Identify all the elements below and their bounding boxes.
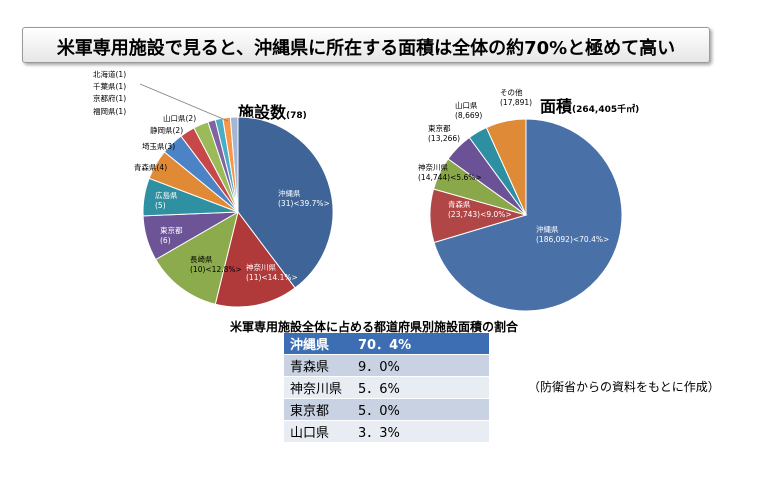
pie1-slice [214, 210, 296, 308]
pie1-slice-label: 神奈川県(11)<14.1%> [246, 262, 298, 282]
pref-cell: 東京都 [284, 398, 352, 421]
value-cell: 3．3% [352, 420, 489, 443]
pie1-slice [237, 116, 334, 289]
pie2-slice-label: その他(17,891) [500, 87, 532, 107]
pie2-slice [433, 118, 623, 312]
table-row: 東京都 5．0% [284, 398, 489, 421]
table-row: 山口県 3．3% [284, 420, 489, 443]
title-banner: 米軍専用施設で見ると、沖縄県に所在する面積は全体の約70%と極めて高い [22, 27, 710, 63]
table-caption: 米軍専用施設全体に占める都道府県別施設面積の割合 [230, 320, 519, 334]
pie2-slice-label: 東京都(13,266) [428, 123, 460, 143]
pref-cell: 青森県 [284, 354, 352, 377]
value-cell: 5．6% [352, 376, 489, 399]
pie1-subtitle: (78) [286, 111, 307, 121]
pref-cell: 沖縄県 [284, 333, 352, 355]
pie1-slice-label: 広島県(5) [155, 190, 178, 210]
pie1-slice-label: 東京都(6) [160, 225, 183, 245]
pie2-subtitle: (264,405千㎡) [572, 105, 640, 115]
pie1-slice-label: 福岡県(1) [93, 107, 126, 116]
pref-cell: 神奈川県 [284, 376, 352, 399]
pie1-slice-label: 千葉県(1) [93, 81, 126, 91]
pie2-title: 面積(264,405千㎡) [540, 93, 639, 117]
pie1-slice [155, 210, 239, 305]
small-slices-leader-line [139, 83, 229, 122]
pref-cell: 山口県 [284, 420, 352, 443]
table-row: 神奈川県 5．6% [284, 376, 489, 399]
share-table: 沖縄県 70．4% 青森県 9．0% 神奈川県 5．6% 東京都 5．0% 山口… [284, 333, 489, 443]
pie2-slice [485, 118, 527, 216]
pie1-slice-label: 山口県(2) [163, 113, 196, 123]
pie1-slice-label: 京都府(1) [93, 93, 126, 103]
table-row: 青森県 9．0% [284, 354, 489, 377]
value-cell: 9．0% [352, 354, 489, 377]
pie1-slice-label: 静岡県(2) [150, 125, 183, 135]
pie1-slice-label: 長崎県(10)<12.8%> [190, 254, 242, 274]
value-cell: 70．4% [352, 333, 489, 355]
source-note: （防衛省からの資料をもとに作成） [528, 380, 720, 394]
pie2-slice-label: 山口県(8,669) [455, 100, 482, 120]
pie1-slice-label: 埼玉県(3) [142, 141, 175, 151]
value-cell: 5．0% [352, 398, 489, 421]
pie2-title-text: 面積 [540, 97, 573, 116]
pie1-slice-label: 沖縄県(31)<39.7%> [278, 188, 330, 208]
pie2-slice-label: 沖縄県(186,092)<70.4%> [536, 224, 609, 244]
pie1-slice-label: 青森県(4) [134, 162, 167, 172]
page-title: 米軍専用施設で見ると、沖縄県に所在する面積は全体の約70%と極めて高い [56, 38, 676, 59]
pie1-slice-label: 北海道(1) [93, 69, 126, 79]
pie2-slice-label: 神奈川県(14,744)<5.6%> [418, 162, 482, 182]
table-row: 沖縄県 70．4% [284, 333, 489, 355]
pie2-slice-label: 青森県(23,743)<9.0%> [448, 199, 512, 219]
pie1-slice [229, 116, 239, 213]
